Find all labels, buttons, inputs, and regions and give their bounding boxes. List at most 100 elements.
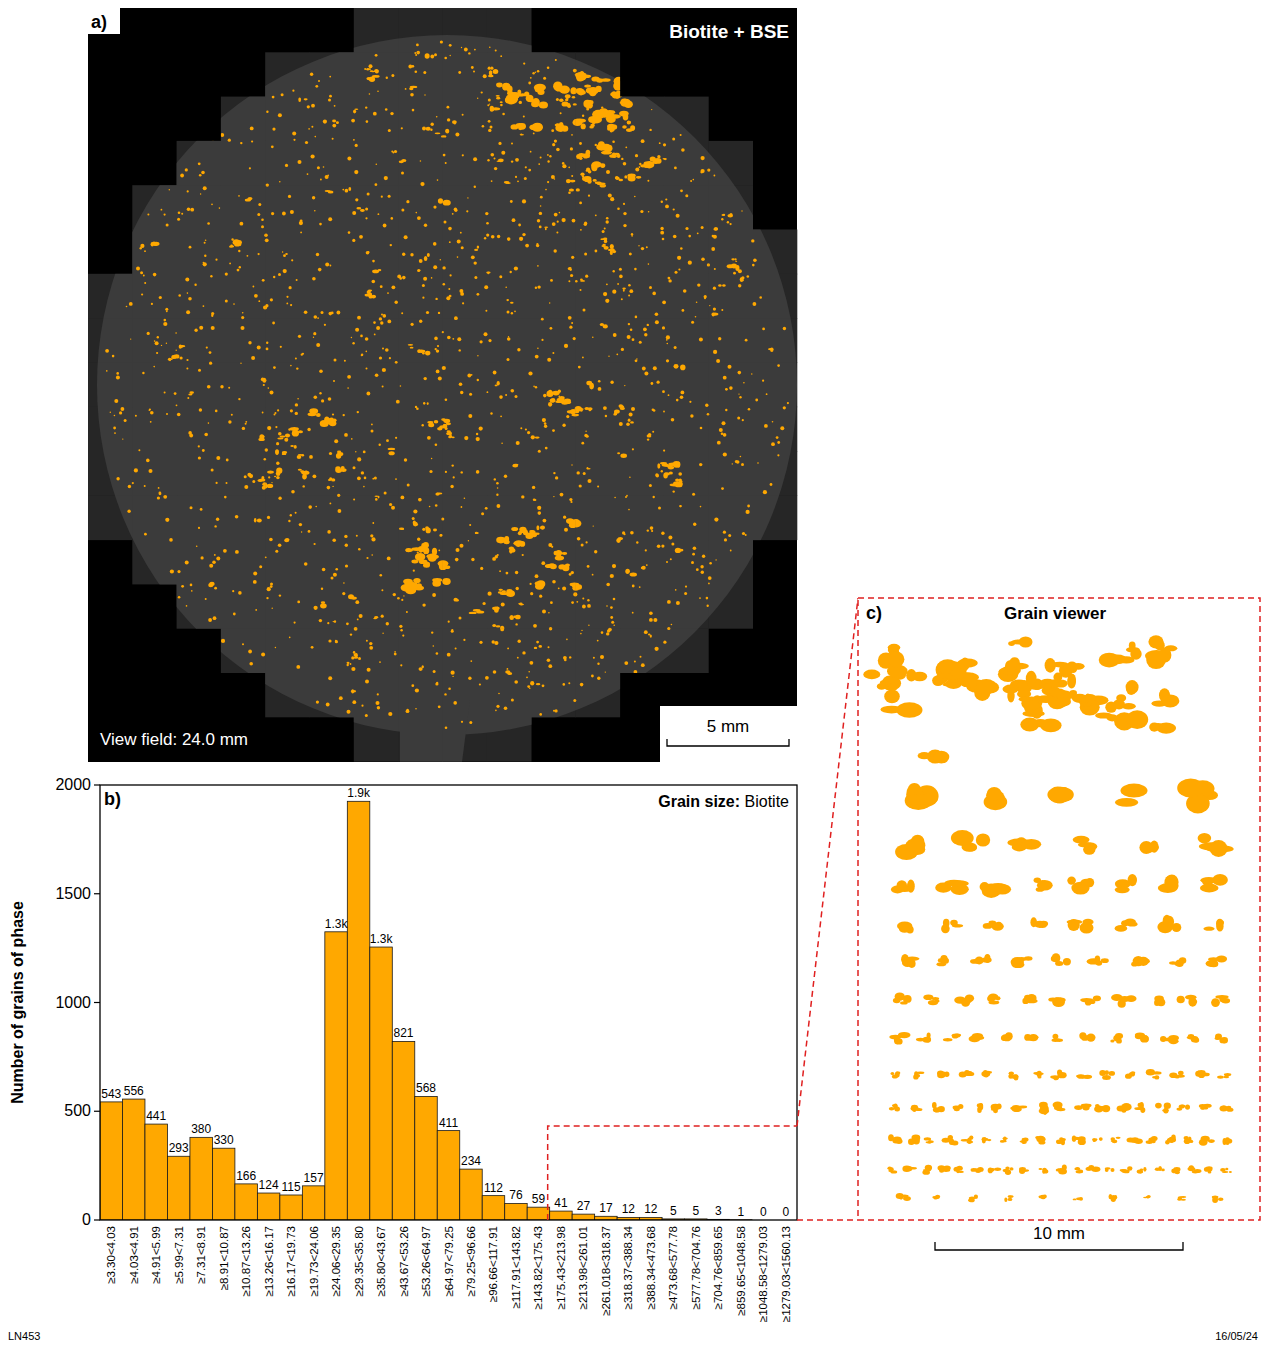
grain-dot bbox=[500, 104, 503, 107]
grain-dot bbox=[242, 312, 244, 314]
grain-dot bbox=[176, 350, 177, 351]
grain-dot bbox=[469, 393, 472, 396]
grain-dot bbox=[449, 241, 451, 243]
grain-dot bbox=[738, 371, 742, 375]
grain-dot bbox=[747, 275, 750, 278]
grain-dot bbox=[629, 252, 632, 255]
grain-dot bbox=[329, 452, 332, 455]
grain-dot bbox=[624, 175, 627, 178]
grain-dot bbox=[267, 426, 271, 430]
grain-dot bbox=[176, 404, 178, 406]
grain-dot bbox=[545, 447, 548, 450]
grain bbox=[304, 471, 308, 475]
grain-dot bbox=[313, 474, 317, 478]
grain-dot bbox=[376, 701, 380, 705]
grain-dot bbox=[641, 663, 645, 667]
grain-dot bbox=[257, 345, 261, 349]
grain-dot bbox=[479, 427, 483, 431]
grain-dot bbox=[507, 358, 510, 361]
grain-dot bbox=[525, 244, 529, 248]
grain-dot bbox=[290, 304, 292, 306]
grain-dot bbox=[678, 472, 682, 476]
grain bbox=[609, 154, 615, 158]
grain-dot bbox=[444, 57, 447, 60]
grain-dot bbox=[549, 302, 550, 303]
grain-dot bbox=[563, 683, 566, 686]
grain-dot bbox=[471, 558, 474, 561]
grain-dot bbox=[163, 495, 167, 499]
grain-dot bbox=[540, 196, 543, 199]
grain-dot bbox=[371, 554, 373, 556]
grain-dot bbox=[424, 377, 427, 380]
grain-dot bbox=[721, 487, 724, 490]
grain-dot bbox=[661, 532, 664, 535]
grain-dot bbox=[415, 70, 418, 73]
grain-dot bbox=[156, 352, 158, 354]
grain-dot bbox=[414, 52, 416, 54]
grain-dot bbox=[635, 167, 639, 171]
grain-dot bbox=[461, 471, 463, 473]
grain-dot bbox=[112, 355, 115, 358]
grain-dot bbox=[402, 276, 406, 280]
grain-dot bbox=[259, 565, 262, 568]
grain-dot bbox=[730, 223, 732, 225]
grain-dot bbox=[347, 156, 351, 160]
grain-dot bbox=[668, 394, 670, 396]
grain-dot bbox=[632, 448, 634, 450]
grain-dot bbox=[651, 382, 654, 385]
grain-dot bbox=[304, 562, 308, 566]
grain-dot bbox=[494, 641, 498, 645]
grain-dot bbox=[450, 55, 451, 56]
grain-dot bbox=[543, 519, 547, 523]
grain-dot bbox=[533, 386, 535, 388]
grain bbox=[586, 87, 595, 93]
grain-dot bbox=[484, 332, 488, 336]
grain-dot bbox=[339, 696, 343, 700]
grain-dot bbox=[372, 260, 375, 263]
grain-dot bbox=[716, 359, 720, 363]
grain-dot bbox=[163, 322, 167, 326]
grain bbox=[405, 587, 416, 595]
grain-dot bbox=[307, 173, 309, 175]
grain bbox=[591, 163, 597, 171]
grain-dot bbox=[269, 538, 273, 542]
grain-dot bbox=[375, 183, 378, 186]
grain-dot bbox=[663, 143, 666, 146]
grain-dot bbox=[367, 392, 371, 396]
grain bbox=[335, 468, 342, 473]
grain-dot bbox=[327, 175, 329, 177]
grain-dot bbox=[568, 191, 571, 194]
grain bbox=[502, 83, 510, 91]
grain-dot bbox=[464, 436, 468, 440]
grain-dot bbox=[616, 353, 618, 355]
grain bbox=[535, 85, 541, 92]
grain-dot bbox=[666, 335, 670, 339]
grain-dot bbox=[505, 394, 507, 396]
grain-dot bbox=[394, 150, 397, 153]
grain-dot bbox=[543, 394, 547, 398]
grain-dot bbox=[464, 497, 466, 499]
grain-dot bbox=[722, 421, 726, 425]
grain-dot bbox=[199, 174, 202, 177]
grain-dot bbox=[170, 569, 174, 573]
grain-dot bbox=[347, 387, 349, 389]
grain-dot bbox=[707, 605, 709, 607]
grain-dot bbox=[422, 603, 425, 606]
grain-dot bbox=[641, 139, 645, 143]
grain-dot bbox=[338, 509, 342, 513]
grain-dot bbox=[723, 452, 727, 456]
grain bbox=[545, 564, 553, 568]
grain bbox=[437, 427, 442, 430]
grain bbox=[675, 478, 679, 481]
grain-dot bbox=[381, 589, 383, 591]
grain-dot bbox=[468, 677, 471, 680]
grain-dot bbox=[278, 113, 282, 117]
grain-dot bbox=[158, 487, 160, 489]
grain-dot bbox=[113, 427, 116, 430]
grain-dot bbox=[635, 316, 638, 319]
grain-dot bbox=[525, 428, 527, 430]
grain-dot bbox=[626, 495, 628, 497]
grain-dot bbox=[485, 310, 487, 312]
grain-dot bbox=[511, 389, 515, 393]
grain-dot bbox=[178, 596, 181, 599]
